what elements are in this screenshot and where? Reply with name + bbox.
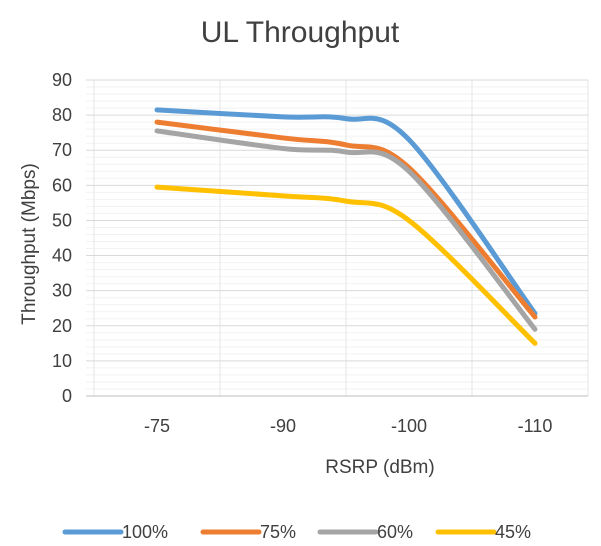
y-tick-label: 20	[52, 316, 72, 336]
y-tick-label: 80	[52, 105, 72, 125]
x-tick-label: -90	[270, 416, 296, 436]
x-tick-label: -75	[144, 416, 170, 436]
y-tick-label: 0	[62, 386, 72, 406]
y-tick-label: 70	[52, 140, 72, 160]
y-tick-label: 50	[52, 210, 72, 230]
series-line-100pct	[154, 107, 538, 316]
grid	[86, 79, 589, 397]
y-axis-ticks: 0 10 20 30 40 50 60 70 80 90	[52, 70, 72, 406]
series-line-75pct	[154, 119, 538, 320]
legend-label: 100%	[122, 522, 168, 542]
series-line-45pct	[154, 184, 538, 346]
legend-label: 60%	[377, 522, 413, 542]
series-line-60pct	[154, 128, 538, 332]
legend: 100% 75% 60% 45%	[62, 522, 531, 542]
chart-title: UL Throughput	[201, 16, 400, 49]
y-tick-label: 40	[52, 246, 72, 266]
x-axis-ticks: -75 -90 -100 -110	[144, 416, 552, 436]
legend-label: 75%	[260, 522, 296, 542]
y-tick-label: 30	[52, 281, 72, 301]
y-axis-title: Throughput (Mbps)	[19, 163, 40, 325]
x-tick-label: -100	[391, 416, 427, 436]
series-group	[154, 107, 538, 346]
y-tick-label: 90	[52, 70, 72, 90]
y-tick-label: 10	[52, 351, 72, 371]
x-tick-label: -110	[518, 416, 553, 436]
y-tick-label: 60	[52, 175, 72, 195]
legend-label: 45%	[495, 522, 531, 542]
x-axis-title: RSRP (dBm)	[325, 457, 434, 478]
